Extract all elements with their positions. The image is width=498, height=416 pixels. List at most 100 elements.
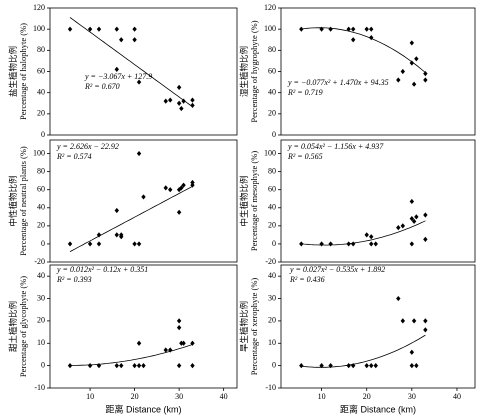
point — [176, 209, 182, 215]
point — [190, 363, 195, 369]
point — [396, 295, 401, 302]
y-tick-label: -10 — [265, 383, 276, 392]
point — [114, 207, 119, 214]
point — [423, 71, 428, 77]
point — [176, 100, 182, 106]
point — [168, 347, 173, 353]
y-tick-label: 0 — [272, 360, 276, 369]
x-tick-label: 10 — [86, 392, 94, 401]
trend-line — [301, 334, 426, 368]
y-tick-label: 60 — [37, 185, 45, 194]
equation: y = 0.054x² − 1.156x + 4.937 — [287, 142, 384, 151]
y-tick-label: -20 — [34, 257, 45, 266]
point — [369, 241, 374, 247]
point — [136, 241, 142, 247]
point — [96, 241, 102, 247]
point — [414, 56, 419, 62]
point — [364, 26, 369, 32]
point — [67, 26, 73, 32]
point — [141, 363, 146, 369]
point — [136, 150, 142, 157]
y-label: 旱生植物比例 — [239, 301, 249, 352]
y-label: 湿生植物比例 — [239, 46, 249, 97]
y-tick-label: 80 — [37, 166, 45, 175]
y-tick-label: 60 — [268, 66, 276, 75]
trend-line — [70, 344, 193, 366]
plot-frame — [49, 139, 238, 263]
point — [409, 40, 415, 46]
point — [119, 363, 124, 369]
point — [409, 198, 415, 205]
point — [179, 340, 184, 346]
r-squared: R² = 0.565 — [287, 152, 323, 161]
point — [369, 26, 374, 32]
x-tick-label: 20 — [363, 392, 371, 401]
point — [136, 363, 142, 369]
point — [299, 26, 304, 32]
point — [373, 363, 378, 369]
point — [346, 241, 351, 247]
point — [409, 363, 415, 369]
y-tick-label: 100 — [33, 24, 45, 33]
point — [328, 26, 333, 32]
point — [350, 37, 356, 43]
y-tick-label: 40 — [268, 203, 276, 212]
point — [414, 214, 419, 220]
r-squared: R² = 0.436 — [289, 275, 325, 284]
point — [176, 363, 182, 369]
point — [299, 241, 304, 247]
point — [350, 363, 356, 369]
point — [114, 26, 119, 32]
point — [132, 363, 137, 369]
y-label: 中生植物比例 — [239, 175, 249, 226]
point — [114, 232, 119, 238]
point — [176, 318, 182, 324]
y-tick-label: 0 — [41, 130, 45, 139]
point — [319, 363, 324, 369]
r-squared: R² = 0.719 — [287, 88, 323, 97]
y-label: 甜土植物比例 — [8, 301, 18, 352]
point — [67, 241, 73, 247]
point — [96, 363, 102, 369]
point — [409, 349, 415, 355]
y-label: Percentage of hygrophyte (%) — [249, 20, 259, 122]
y-tick-label: 10 — [37, 338, 45, 347]
point — [369, 234, 374, 240]
y-label: 中性植物比例 — [8, 175, 18, 226]
r-squared: R² = 0.393 — [56, 275, 92, 284]
trend-line — [301, 27, 426, 73]
r-squared: R² = 0.670 — [84, 82, 120, 91]
point — [414, 363, 419, 369]
point — [119, 37, 124, 43]
point — [411, 218, 417, 224]
point — [364, 363, 369, 369]
point — [132, 241, 137, 247]
y-tick-label: 100 — [264, 24, 276, 33]
point — [181, 340, 186, 346]
point — [346, 26, 351, 32]
point — [87, 26, 93, 32]
y-tick-label: 10 — [268, 338, 276, 347]
y-tick-label: 80 — [268, 166, 276, 175]
y-tick-label: 60 — [268, 185, 276, 194]
y-tick-label: 0 — [272, 239, 276, 248]
x-tick-label: 30 — [408, 392, 416, 401]
point — [190, 179, 195, 186]
x-tick-label: 30 — [175, 392, 183, 401]
point — [299, 363, 304, 369]
x-label: 距离 Distance (km) — [340, 403, 416, 414]
y-tick-label: -10 — [34, 383, 45, 392]
y-tick-label: 20 — [37, 221, 45, 230]
y-label: 盐生植物比例 — [8, 46, 18, 97]
point — [369, 363, 374, 369]
x-tick-label: 10 — [318, 392, 326, 401]
y-tick-label: 20 — [37, 316, 45, 325]
y-tick-label: 40 — [37, 203, 45, 212]
point — [119, 234, 124, 240]
point — [136, 340, 142, 346]
equation: y = −3.067x + 127.9 — [84, 72, 152, 81]
y-tick-label: 100 — [33, 148, 45, 157]
y-tick-label: -20 — [265, 257, 276, 266]
point — [423, 236, 428, 243]
